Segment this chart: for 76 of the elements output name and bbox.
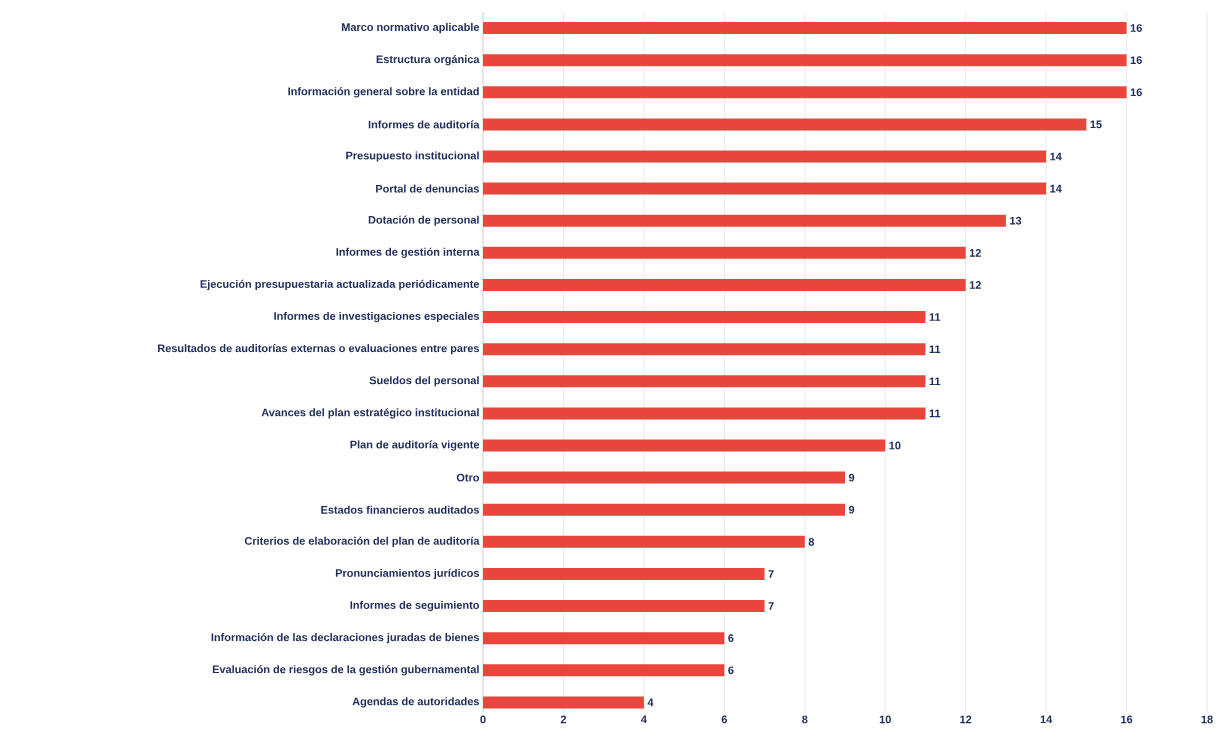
data-label: 11 <box>929 345 941 353</box>
y-tick-label: Informes de auditoría <box>368 120 480 129</box>
bar <box>483 86 1127 99</box>
y-tick-label: Información de las declaraciones juradas de bienes <box>211 633 480 644</box>
data-label: 15 <box>1090 120 1102 129</box>
bar <box>483 214 1006 227</box>
y-tick-label: Informes de gestión interna <box>336 247 480 259</box>
x-tick-label: 8 <box>802 715 808 724</box>
bar <box>483 632 725 645</box>
data-label: 12 <box>969 249 981 257</box>
bar <box>483 343 926 356</box>
data-label: 16 <box>1130 56 1142 65</box>
data-label: 16 <box>1130 88 1142 97</box>
data-label: 9 <box>848 473 855 482</box>
data-label: 11 <box>929 377 941 386</box>
x-tick-label: 4 <box>641 715 647 724</box>
x-tick-label: 16 <box>1121 715 1133 724</box>
y-tick-label: Resultados de auditorías externas o evaluaciones entre pares <box>158 344 479 355</box>
data-label: 4 <box>647 698 654 707</box>
bar <box>483 22 1127 35</box>
y-tick-label: Estructura orgánica <box>376 54 480 66</box>
bar <box>483 535 805 548</box>
data-label: 14 <box>1050 152 1062 161</box>
x-tick-label: 12 <box>960 715 972 724</box>
y-tick-label: Informes de seguimiento <box>350 600 480 612</box>
data-label: 7 <box>768 602 774 610</box>
bar <box>483 600 765 613</box>
y-tick-label: Informes de investigaciones especiales <box>274 311 480 323</box>
y-tick-label: Otro <box>456 473 480 482</box>
data-label: 8 <box>808 537 815 546</box>
x-tick-label: 6 <box>721 715 727 724</box>
x-tick-label: 10 <box>879 715 891 724</box>
y-tick-label: Evaluación de riesgos de la gestión gubernamental <box>212 665 479 676</box>
x-tick-label: 14 <box>1040 715 1053 724</box>
y-tick-label: Información general sobre la entidad <box>288 87 479 98</box>
bar <box>483 278 966 291</box>
y-tick-label: Estados financieros auditados <box>321 505 480 514</box>
data-label: 6 <box>728 666 734 675</box>
x-tick-label: 0 <box>480 715 486 724</box>
x-tick-label: 2 <box>560 715 567 724</box>
bar <box>483 567 765 580</box>
data-label: 12 <box>969 281 981 289</box>
y-tick-label: Presupuesto institucional <box>346 151 479 162</box>
y-tick-label: Dotación de personal <box>368 215 479 226</box>
bar <box>483 503 845 516</box>
data-label: 16 <box>1130 24 1142 32</box>
bar <box>483 54 1127 67</box>
data-label: 10 <box>889 441 901 450</box>
x-tick-label: 18 <box>1201 715 1213 724</box>
y-tick-label: Agendas de autoridades <box>352 697 480 708</box>
bar <box>483 311 926 324</box>
y-tick-label: Marco normativo aplicable <box>341 22 480 34</box>
bar <box>483 118 1087 131</box>
y-tick-label: Criterios de elaboración del plan de auditoría <box>244 536 480 547</box>
y-tick-label: Plan de auditoría vigente <box>350 440 480 451</box>
bar <box>483 182 1047 195</box>
data-label: 13 <box>1010 216 1022 225</box>
data-label: 14 <box>1050 184 1062 193</box>
bar <box>483 375 926 388</box>
y-tick-label: Sueldos del personal <box>369 376 479 387</box>
data-label: 11 <box>929 409 941 418</box>
y-tick-label: Avances del plan estratégico institucional <box>261 408 479 419</box>
data-label: 6 <box>728 634 734 643</box>
y-tick-label: Pronunciamientos jurídicos <box>335 568 480 580</box>
data-label: 9 <box>848 505 855 514</box>
data-label: 7 <box>768 570 774 578</box>
bar <box>483 471 845 484</box>
bar <box>483 407 926 420</box>
bar <box>483 150 1047 163</box>
bar <box>483 696 644 709</box>
data-label: 11 <box>929 313 941 321</box>
y-tick-label: Portal de denuncias <box>376 184 480 193</box>
bar <box>483 664 725 677</box>
y-tick-label: Ejecución presupuestaria actualizada periódicamente <box>200 279 480 291</box>
bar <box>483 246 966 259</box>
bar <box>483 439 886 452</box>
